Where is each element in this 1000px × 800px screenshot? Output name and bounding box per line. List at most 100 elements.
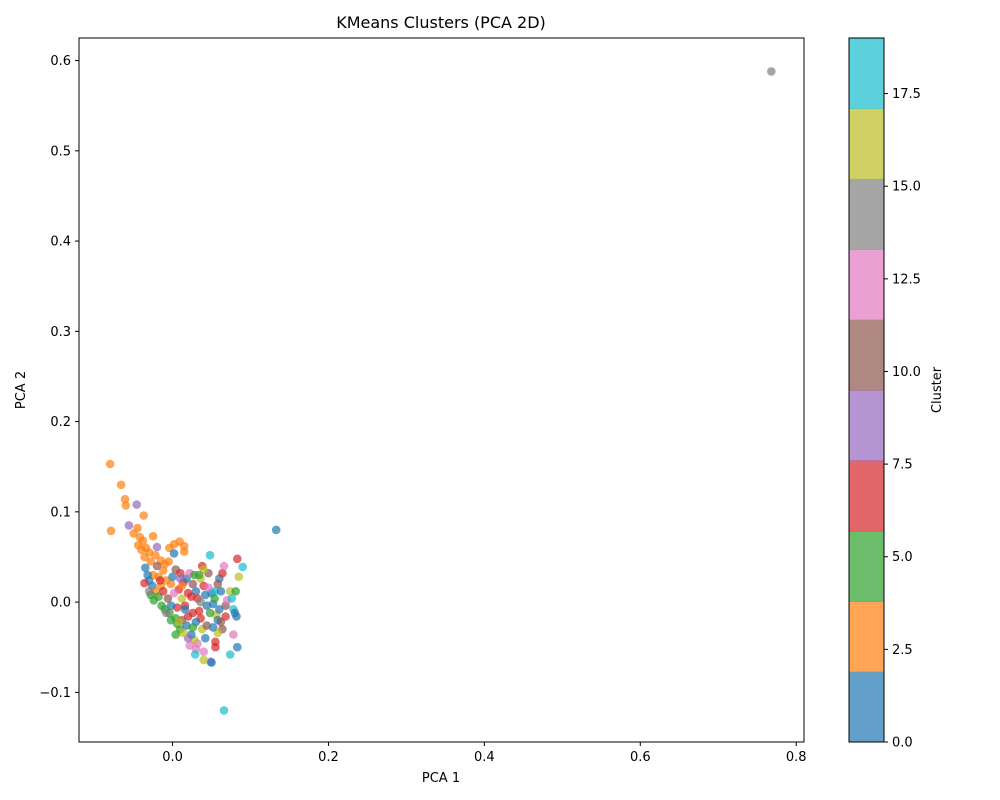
data-point: [180, 605, 190, 614]
x-axis: 0.0 0.2 0.4 0.6 0.8: [162, 742, 807, 765]
data-point: [196, 597, 205, 607]
colorbar-tick-label: 0.0: [892, 736, 913, 751]
data-point: [221, 612, 230, 621]
data-point: [218, 568, 227, 578]
colorbar-tick-label: 2.5: [892, 643, 913, 658]
x-tick-label: 0.0: [162, 750, 183, 765]
data-point: [229, 630, 238, 639]
data-point: [179, 628, 188, 638]
colorbar-band: [849, 319, 884, 391]
data-point: [201, 633, 210, 643]
data-point: [199, 647, 208, 656]
data-point: [767, 67, 776, 76]
colorbar-band: [849, 460, 884, 532]
y-axis-label: PCA 2: [14, 371, 29, 409]
data-point: [141, 563, 150, 573]
data-point: [132, 500, 141, 509]
data-point: [199, 655, 208, 665]
colorbar-tick-label: 15.0: [892, 180, 921, 195]
data-point: [155, 576, 165, 585]
data-point: [183, 612, 193, 621]
data-point: [164, 557, 173, 566]
data-point: [169, 549, 179, 558]
colorbar-band: [849, 38, 884, 109]
data-point: [211, 642, 220, 652]
data-point: [234, 572, 244, 582]
data-point: [179, 547, 189, 556]
data-point: [140, 552, 149, 562]
data-point: [120, 494, 130, 504]
data-point: [208, 623, 218, 632]
data-point: [188, 623, 198, 632]
data-point: [232, 612, 241, 621]
colorbar-tick-label: 7.5: [892, 458, 913, 473]
data-point: [188, 579, 198, 589]
y-tick-label: 0.1: [50, 505, 71, 520]
colorbar-tick-label: 17.5: [892, 87, 921, 102]
colorbar-tick-label: 10.0: [892, 365, 921, 380]
colorbar-band: [849, 108, 884, 180]
x-tick-label: 0.8: [786, 750, 807, 765]
data-point: [158, 587, 168, 596]
colorbar-tick-label: 12.5: [892, 272, 921, 287]
axes-frame: [78, 37, 805, 743]
data-point: [187, 592, 196, 601]
data-point: [205, 608, 215, 618]
data-point: [207, 658, 216, 667]
colorbar-band: [849, 530, 884, 602]
y-tick-label: 0.6: [50, 54, 71, 69]
data-point: [171, 630, 180, 639]
data-point: [162, 608, 171, 618]
colorbar-band: [849, 671, 884, 743]
colorbar-label: Cluster: [930, 366, 945, 413]
data-point: [124, 521, 134, 530]
y-axis: −0.1 0.0 0.1 0.2 0.3 0.4 0.5 0.6: [39, 54, 79, 701]
data-point: [185, 641, 194, 650]
points-layer: [105, 67, 776, 715]
data-point: [166, 579, 176, 589]
data-point: [204, 583, 213, 592]
data-point: [166, 601, 176, 610]
data-point: [133, 523, 142, 533]
data-point: [158, 566, 168, 575]
data-point: [194, 570, 204, 580]
data-point: [121, 501, 131, 510]
data-point: [225, 650, 235, 659]
colorbar-band: [849, 390, 884, 461]
colorbar-blocks: [849, 38, 884, 743]
y-tick-label: −0.1: [39, 686, 71, 701]
data-point: [163, 594, 173, 603]
data-point: [176, 574, 185, 583]
data-point: [231, 587, 240, 596]
data-point: [210, 594, 219, 603]
y-tick-label: 0.4: [50, 235, 71, 250]
data-point: [227, 594, 237, 603]
data-point: [177, 581, 187, 591]
y-tick-label: 0.3: [50, 325, 71, 340]
data-point: [205, 550, 215, 560]
data-point: [216, 587, 226, 596]
data-point: [213, 579, 223, 589]
colorbar-tick-label: 5.0: [892, 550, 913, 565]
data-point: [210, 587, 219, 596]
x-tick-label: 0.2: [318, 750, 339, 765]
data-point: [151, 550, 160, 560]
colorbar: 0.0 2.5 5.0 7.5 10.0 12.5 15.0 17.5 Cluster: [848, 37, 945, 751]
colorbar-ticks: 0.0 2.5 5.0 7.5 10.0 12.5 15.0 17.5: [884, 87, 921, 751]
data-point: [233, 642, 242, 652]
data-point: [105, 459, 115, 469]
x-tick-label: 0.4: [474, 750, 495, 765]
chart-title: KMeans Clusters (PCA 2D): [336, 13, 546, 32]
data-point: [139, 511, 148, 520]
data-point: [271, 525, 281, 535]
data-point: [148, 531, 158, 541]
y-tick-label: 0.5: [50, 144, 71, 159]
colorbar-band: [849, 178, 884, 250]
data-point: [177, 594, 187, 603]
data-point: [215, 605, 224, 614]
data-point: [152, 542, 162, 552]
colorbar-band: [849, 601, 884, 673]
data-point: [233, 554, 242, 564]
